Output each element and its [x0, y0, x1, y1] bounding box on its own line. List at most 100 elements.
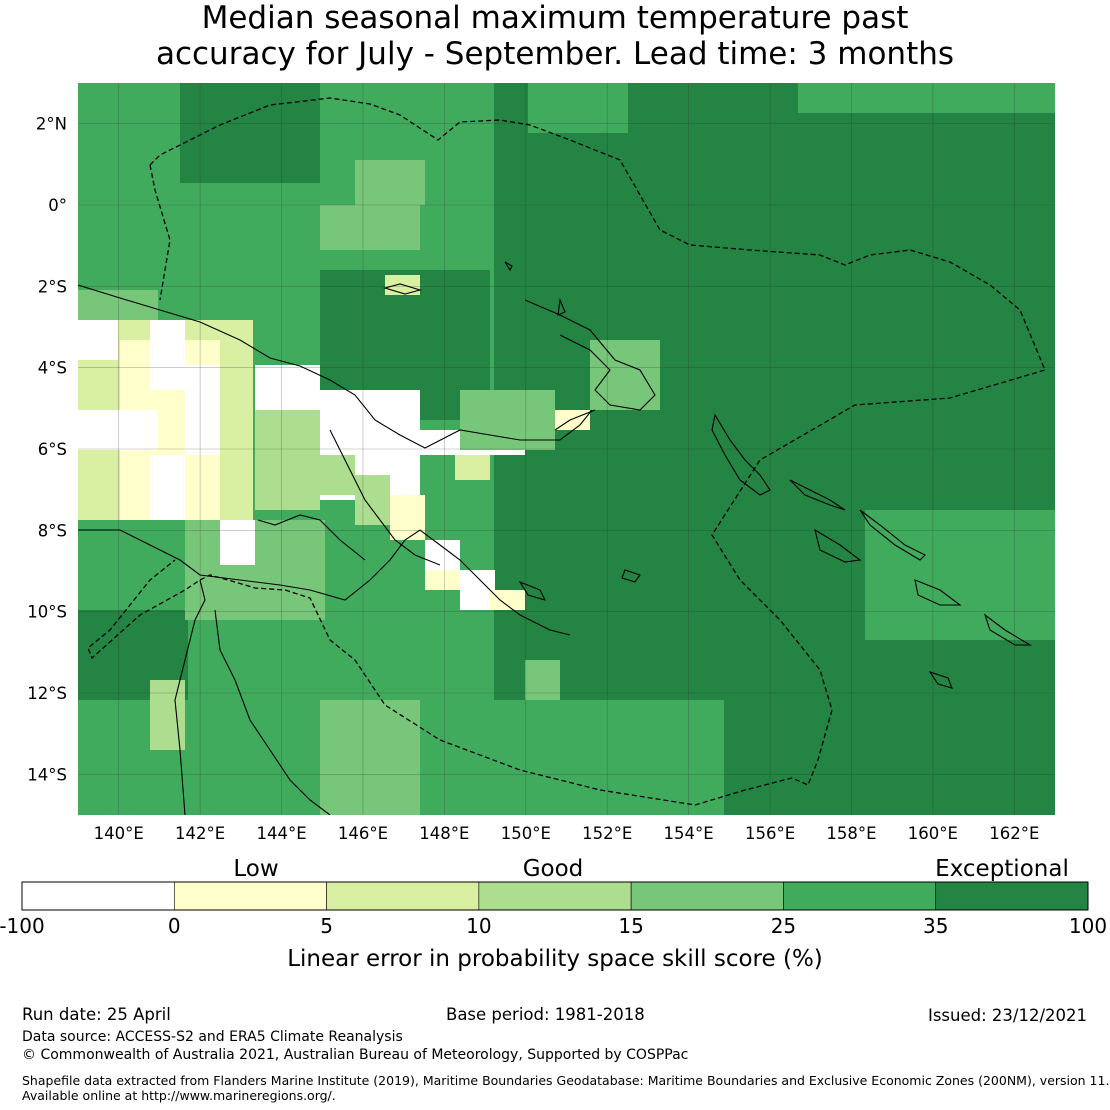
title-line-2: accuracy for July - September. Lead time… [155, 36, 955, 72]
colorbar-category-label: Low [233, 856, 278, 882]
low-patch [490, 590, 525, 610]
skill-patch [798, 83, 1055, 113]
skill-patch [865, 510, 1055, 640]
maritime-boundaries [87, 97, 1046, 806]
bougainville [711, 413, 771, 496]
no-skill-patch [460, 570, 495, 610]
no-skill-patch [150, 320, 185, 390]
cape-york-east-coast [214, 609, 331, 815]
solomon-islands-4 [914, 579, 962, 606]
skill-patch [460, 390, 555, 450]
lon-tick-label: 144°E [256, 824, 306, 843]
shapefile-credit-line-2: Available online at http://www.marinereg… [22, 1088, 336, 1103]
lat-tick-label: 0° [48, 196, 67, 215]
chart-title: Median seasonal maximum temperature past… [0, 0, 1110, 72]
lat-tick-label: 10°S [27, 603, 67, 622]
lon-tick-label: 160°E [908, 824, 958, 843]
png-eez-boundary [87, 97, 1046, 806]
lon-tick-label: 152°E [582, 824, 632, 843]
island [504, 261, 513, 272]
skill-patch [355, 160, 425, 205]
new-guinea-south-coast [78, 529, 571, 636]
no-skill-patch [185, 365, 220, 455]
colorbar-tick-label: -100 [0, 914, 45, 938]
colorbar: -100 0 5 10 15 25 35 100 Low Good Exceptional Linea… [0, 856, 1107, 972]
island [621, 569, 641, 583]
colorbar-segment [21, 881, 175, 911]
issued-date: Issued: 23/12/2021 [927, 1006, 1087, 1025]
low-patch [390, 495, 425, 540]
indonesia-png-boundary [149, 164, 171, 301]
colorbar-segment [173, 881, 327, 911]
no-skill-patch [150, 455, 185, 520]
colorbar-segment [935, 881, 1089, 911]
colorbar-tick-label: 0 [168, 914, 181, 938]
base-period: Base period: 1981-2018 [446, 1005, 645, 1024]
good-patch [255, 410, 320, 510]
copyright-notice: © Commonwealth of Australia 2021, Austra… [22, 1047, 689, 1063]
lon-tick-label: 156°E [745, 824, 795, 843]
gulf-coast [257, 514, 366, 561]
island [382, 283, 423, 295]
lat-tick-label: 14°S [27, 765, 67, 784]
lon-tick-label: 148°E [419, 824, 469, 843]
new-britain [524, 299, 656, 411]
lon-tick-label: 140°E [94, 824, 144, 843]
colorbar-category-label: Good [523, 856, 584, 882]
axis-tick-labels: 140°E 142°E 144°E 146°E 148°E 150°E 152°E 154°E… [27, 115, 1039, 843]
no-skill-patch [78, 410, 158, 450]
new-guinea-interior-coast [329, 429, 441, 566]
good-patch [355, 475, 390, 525]
lon-tick-label: 162°E [989, 824, 1039, 843]
lat-tick-label: 8°S [38, 521, 67, 540]
lon-tick-label: 146°E [338, 824, 388, 843]
lon-tick-label: 150°E [501, 824, 551, 843]
low-patch [425, 570, 460, 590]
colorbar-segment [478, 881, 632, 911]
cape-york-coast [174, 579, 206, 815]
lat-tick-label: 6°S [38, 440, 67, 459]
solomon-islands-1 [789, 479, 846, 511]
colorbar-tick-label: 100 [1069, 914, 1107, 938]
lat-tick-label: 2°N [36, 115, 67, 134]
good-patch [320, 455, 355, 495]
colorbar-tick-label: 25 [771, 914, 796, 938]
colorbar-tick-label: 10 [466, 914, 491, 938]
skill-patch [494, 700, 724, 815]
run-date: Run date: 25 April [22, 1005, 171, 1024]
solomon-islands-2 [859, 509, 926, 561]
colorbar-segment [783, 881, 937, 911]
coastlines [78, 261, 1032, 815]
colorbar-tick-label: 5 [320, 914, 333, 938]
lon-tick-label: 154°E [664, 824, 714, 843]
island [928, 670, 953, 689]
colorbar-frame [21, 881, 1089, 911]
lon-tick-label: 142°E [175, 824, 225, 843]
skill-patch [150, 680, 185, 750]
solomon-islands-3 [814, 528, 862, 563]
title-line-1: Median seasonal maximum temperature past [201, 0, 909, 36]
island [518, 580, 547, 601]
new-guinea-north-coast [78, 284, 593, 449]
lon-tick-label: 158°E [826, 824, 876, 843]
lat-tick-label: 2°S [38, 277, 67, 296]
skill-patch [320, 205, 420, 250]
colorbar-tick-label: 35 [923, 914, 948, 938]
skill-patch [525, 660, 560, 700]
solomon-islands-5 [983, 613, 1032, 646]
exceptional-patch [180, 83, 320, 183]
colorbar-category-label: Exceptional [935, 856, 1069, 882]
skill-patch [528, 83, 628, 133]
skill-patch [320, 700, 420, 815]
exceptional-region [494, 83, 1055, 815]
lat-tick-label: 4°S [38, 359, 67, 378]
no-skill-patch [255, 365, 320, 410]
colorbar-segment [630, 881, 784, 911]
graticule [78, 83, 1055, 815]
lat-tick-label: 12°S [27, 684, 67, 703]
new-ireland-coast [554, 409, 596, 431]
data-source: Data source: ACCESS-S2 and ERA5 Climate … [22, 1029, 403, 1045]
island [557, 297, 566, 316]
colorbar-tick-label: 15 [618, 914, 643, 938]
